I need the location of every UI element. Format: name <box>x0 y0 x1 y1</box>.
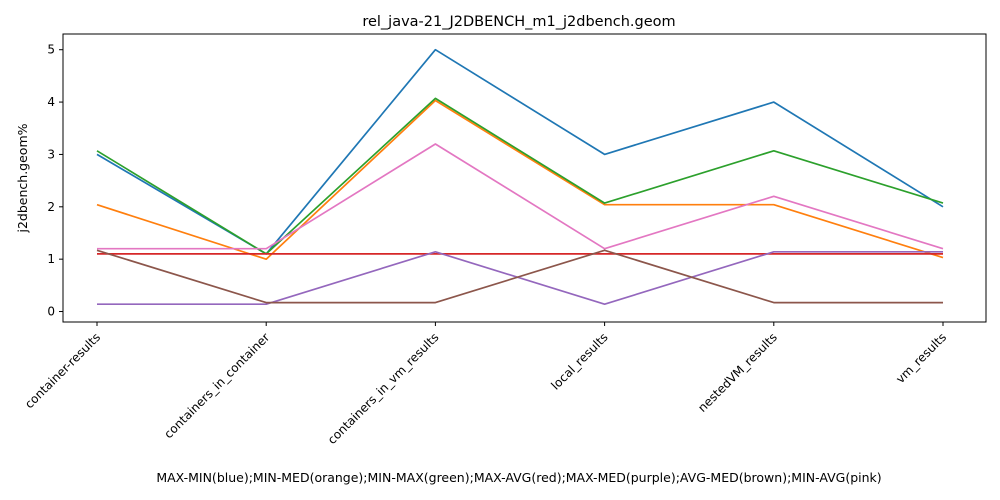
y-axis: 0 1 2 3 4 5 <box>47 43 63 319</box>
series-lines <box>96 48 944 306</box>
y-tick-label: 2 <box>47 200 55 214</box>
series-line-2 <box>96 99 944 261</box>
x-axis: container-results containers_in_container… <box>22 322 949 447</box>
series-line-3 <box>96 97 944 255</box>
y-axis-label: j2dbench.geom% <box>15 123 30 233</box>
chart-title: rel_java-21_J2DBENCH_m1_j2dbench.geom <box>362 14 675 30</box>
y-tick-label: 4 <box>47 95 55 109</box>
series-line-6 <box>96 249 943 304</box>
series-line-7 <box>97 143 944 250</box>
x-tick-label: containers_in_vm_results <box>325 330 442 447</box>
y-tick-label: 1 <box>47 252 55 266</box>
x-tick-label: containers_in_container <box>161 330 272 441</box>
y-tick-label: 5 <box>47 43 55 57</box>
plot-frame <box>62 33 987 323</box>
y-tick-label: 3 <box>47 147 55 161</box>
x-axis-label: MAX-MIN(blue);MIN-MED(orange);MIN-MAX(gr… <box>156 470 881 485</box>
x-tick-label: vm_results <box>893 330 949 386</box>
y-tick-label: 0 <box>47 305 55 319</box>
x-tick-label: container-results <box>22 330 103 411</box>
x-tick-label: local_results <box>548 330 610 392</box>
x-tick-label: nestedVM_results <box>695 330 780 415</box>
series-line-5 <box>97 250 943 306</box>
